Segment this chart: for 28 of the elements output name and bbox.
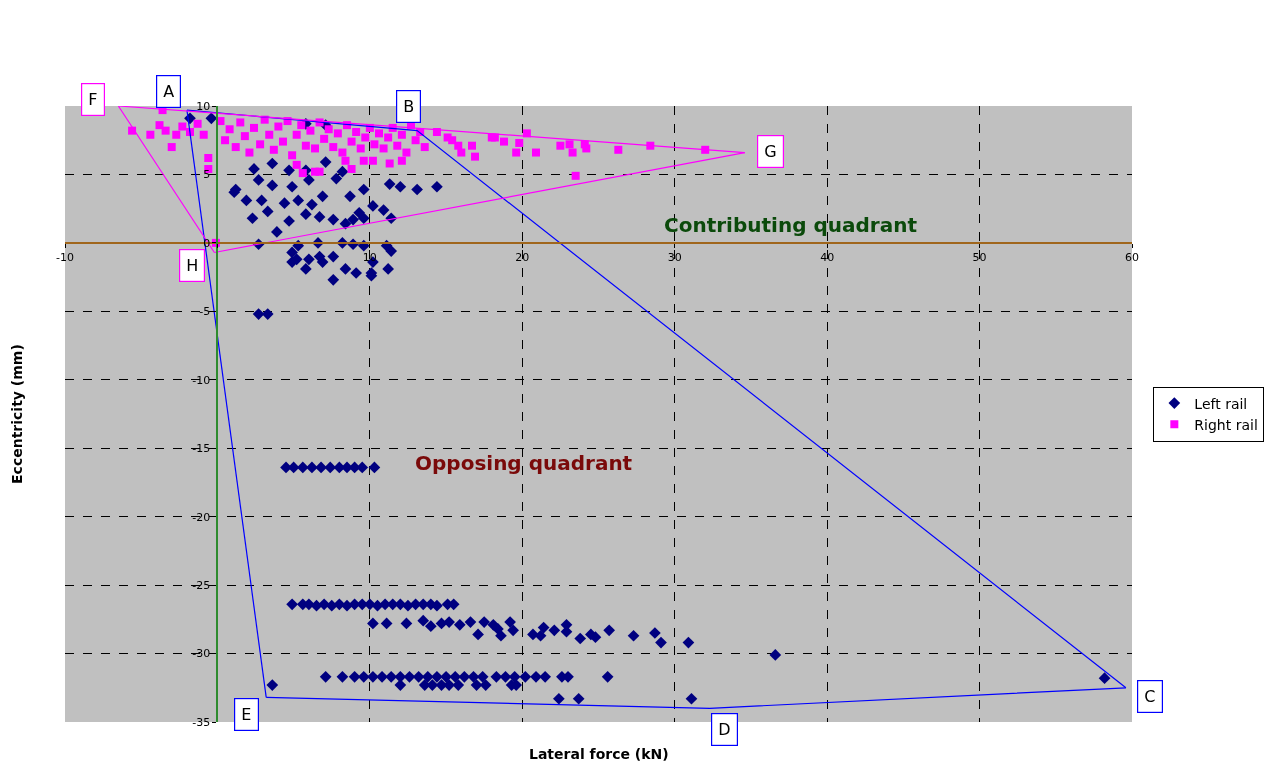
y-tick-label: -30 [192, 647, 211, 661]
annotation: C [1144, 687, 1156, 707]
annotation: G [764, 142, 777, 162]
annotation: D [718, 720, 731, 740]
x-tick-label: 60 [1125, 251, 1139, 265]
annotation: F [88, 90, 98, 110]
y-tick-label: -15 [192, 442, 211, 456]
annotation: B [403, 97, 415, 117]
legend-label: Right rail [1194, 416, 1258, 433]
y-tick-label: -25 [192, 578, 211, 592]
x-tick-label: 30 [667, 251, 682, 265]
y-tick-label: 10 [196, 99, 211, 113]
x-tick-label: -10 [56, 251, 74, 265]
annotation: Contributing quadrant [664, 213, 918, 237]
x-axis-title: Lateral force (kN) [529, 746, 669, 762]
y-tick-label: -10 [192, 373, 211, 387]
y-tick-label: -35 [192, 715, 211, 729]
y-axis-title: Eccentricity (mm) [8, 344, 25, 484]
x-tick-label: 20 [515, 251, 530, 265]
legend-label: Left rail [1194, 395, 1248, 412]
x-tick-label: 40 [820, 251, 835, 265]
y-tick-label: -20 [192, 510, 211, 524]
annotation: H [186, 256, 199, 276]
y-tick-label: -5 [199, 305, 211, 319]
annotation: A [163, 82, 175, 102]
annotation: Opposing quadrant [415, 451, 633, 475]
annotation: E [241, 705, 252, 725]
x-tick-label: 50 [972, 251, 987, 265]
